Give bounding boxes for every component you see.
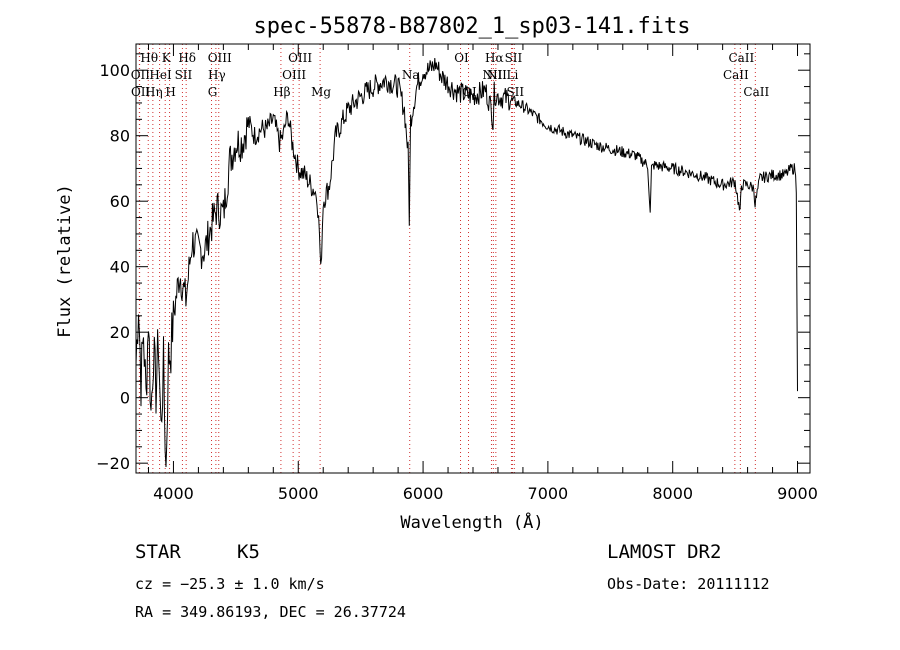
axis-tick-labels: 4000 5000 6000 7000 8000 9000 −20 0 20 40 60 80 100 xyxy=(96,61,818,503)
x-tick-label: 6000 xyxy=(403,484,444,503)
spectral-line-label: Hδ xyxy=(178,51,196,65)
x-tick-label: 7000 xyxy=(528,484,569,503)
spectral-line-label: Hγ xyxy=(208,68,226,82)
spectral-line-label: OI xyxy=(454,51,469,65)
x-tick-label: 9000 xyxy=(777,484,818,503)
spectral-line-label: SII xyxy=(505,51,523,65)
spectral-line-label: SII xyxy=(506,85,524,99)
x-axis-label: Wavelength (Å) xyxy=(400,511,543,533)
y-tick-label: 60 xyxy=(110,192,130,211)
x-tick-label: 4000 xyxy=(153,484,194,503)
spectral-line-label: K xyxy=(162,51,172,65)
spectral-subclass: K5 xyxy=(237,541,260,563)
spectral-line-label: Mg xyxy=(311,85,331,99)
spectral-line-label: SII xyxy=(175,68,193,82)
spectral-line-markers xyxy=(138,44,756,473)
spectral-line-label: Li xyxy=(507,68,519,82)
spectral-line-label: CaII xyxy=(723,68,749,82)
spectral-line-label: Hα xyxy=(485,51,504,65)
x-tick-label: 5000 xyxy=(278,484,319,503)
spectral-line-label: G xyxy=(208,85,218,99)
spectral-line-label: OIII xyxy=(282,68,306,82)
spectral-line-label: OIII xyxy=(208,51,232,65)
spectral-line-label: NII xyxy=(482,68,502,82)
y-axis-label: Flux (relative) xyxy=(55,184,75,338)
spectral-line-label: OIII xyxy=(288,51,312,65)
chart-title: spec-55878-B87802_1_sp03-141.fits xyxy=(253,14,690,39)
y-tick-label: 0 xyxy=(120,389,130,408)
spectral-line-label: H xyxy=(165,85,175,99)
spectral-line-label: CaII xyxy=(728,51,754,65)
spectral-line-label: Hη xyxy=(145,85,163,99)
survey-label: LAMOST DR2 xyxy=(607,541,722,563)
spectrum-series-line xyxy=(135,57,798,468)
y-tick-label: 100 xyxy=(99,61,130,80)
plot-frame xyxy=(135,43,811,474)
redshift-readout: cz = −25.3 ± 1.0 km/s xyxy=(135,575,325,593)
coordinates-readout: RA = 349.86193, DEC = 26.37724 xyxy=(135,603,406,621)
x-tick-label: 8000 xyxy=(652,484,693,503)
object-type: STAR xyxy=(135,541,181,563)
spectral-line-label: Hθ xyxy=(140,51,158,65)
y-tick-label: 80 xyxy=(110,127,130,146)
y-tick-label: 40 xyxy=(110,258,130,277)
observation-date: Obs-Date: 20111112 xyxy=(607,575,770,593)
spectral-line-label: Na xyxy=(402,68,420,82)
y-tick-label: 20 xyxy=(110,323,130,342)
spectral-line-label: Hβ xyxy=(273,85,290,99)
y-tick-label: −20 xyxy=(96,454,130,473)
spectral-line-label: CaII xyxy=(743,85,769,99)
axis-ticks xyxy=(136,44,810,473)
spectral-line-label: NII xyxy=(487,68,507,82)
spectral-line-label: HeI xyxy=(149,68,172,82)
